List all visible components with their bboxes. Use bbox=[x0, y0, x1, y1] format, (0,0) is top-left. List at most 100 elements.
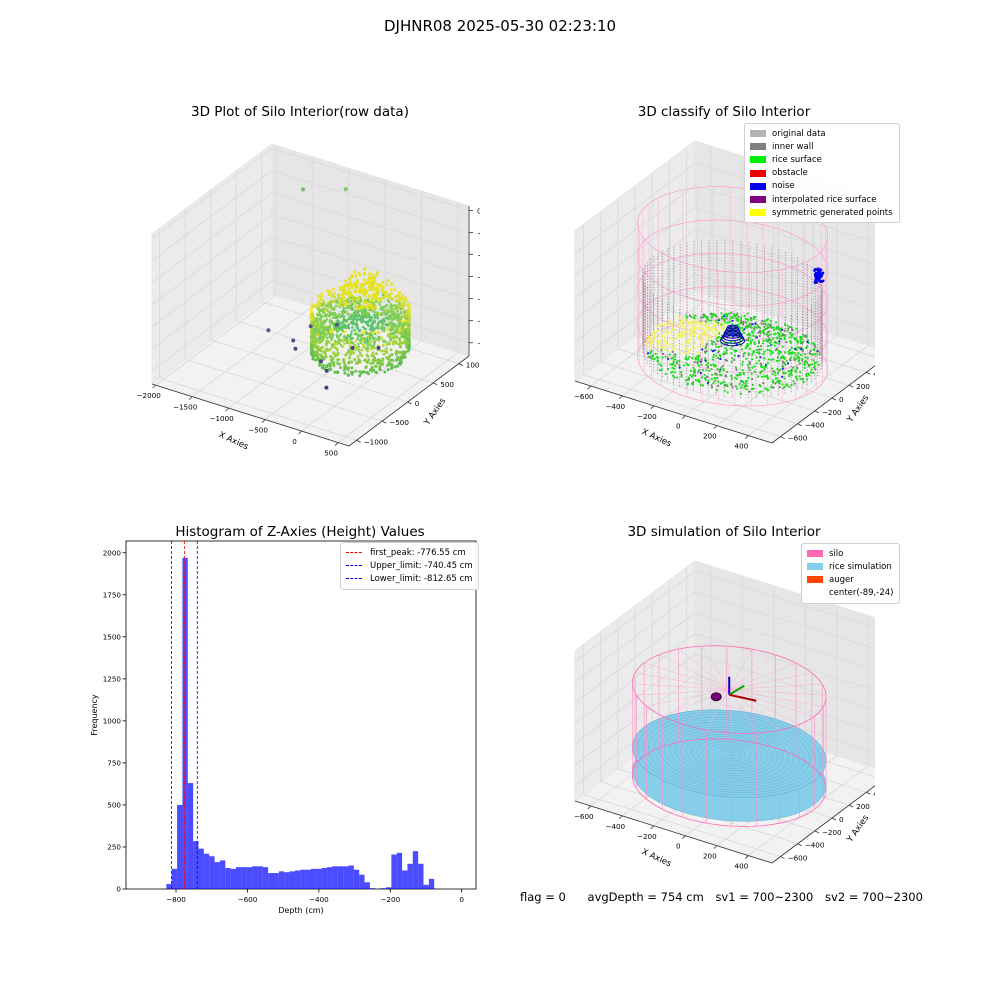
cloud-point bbox=[401, 335, 405, 339]
outlier-point bbox=[350, 345, 355, 350]
cloud-point bbox=[330, 346, 334, 349]
surface-point bbox=[750, 326, 753, 329]
y-axis-label: Y Axies bbox=[422, 396, 449, 428]
cloud-point bbox=[358, 288, 362, 291]
surface-point bbox=[746, 364, 750, 367]
surface-point bbox=[703, 373, 706, 376]
surface-point bbox=[697, 369, 701, 372]
surface-point bbox=[748, 347, 752, 350]
surface-point bbox=[796, 346, 799, 349]
surface-point bbox=[694, 379, 698, 382]
surface-point bbox=[708, 322, 711, 325]
cloud-point bbox=[396, 364, 400, 368]
surface-point bbox=[735, 377, 739, 380]
surface-point bbox=[762, 353, 765, 356]
auger-ring bbox=[726, 326, 740, 332]
surface-point bbox=[684, 318, 687, 321]
cloud-point bbox=[343, 279, 347, 283]
x-tick-label: 500 bbox=[324, 449, 338, 458]
surface-point bbox=[706, 330, 709, 333]
surface-point bbox=[798, 375, 801, 378]
x-axis-label: Depth (cm) bbox=[278, 906, 323, 915]
cloud-point bbox=[393, 365, 397, 369]
cloud-point bbox=[375, 282, 379, 286]
surface-point bbox=[784, 351, 787, 354]
surface-point bbox=[666, 349, 669, 352]
surface-point bbox=[813, 342, 816, 345]
surface-point bbox=[758, 334, 761, 338]
cloud-point bbox=[362, 301, 366, 305]
surface-point bbox=[750, 387, 754, 391]
surface-point bbox=[646, 338, 649, 341]
surface-point bbox=[657, 335, 661, 338]
cloud-point bbox=[351, 317, 355, 321]
surface-point bbox=[789, 369, 792, 372]
histogram-bar bbox=[268, 873, 274, 889]
surface-point bbox=[763, 357, 766, 360]
cloud-point bbox=[309, 336, 313, 340]
y-tick-label: 400 bbox=[873, 369, 875, 378]
cloud-point bbox=[397, 302, 401, 306]
surface-point bbox=[766, 374, 769, 377]
cloud-point bbox=[321, 304, 324, 307]
surface-point bbox=[782, 372, 785, 375]
surface-point bbox=[697, 358, 700, 361]
surface-point bbox=[658, 329, 661, 332]
cloud-point bbox=[390, 310, 393, 314]
surface-point bbox=[714, 330, 717, 333]
surface-point bbox=[795, 376, 798, 379]
surface-point bbox=[710, 339, 713, 342]
cloud-point bbox=[386, 356, 390, 360]
histogram-bar bbox=[327, 867, 333, 889]
cloud-point bbox=[407, 324, 411, 327]
cloud-point bbox=[341, 304, 345, 308]
surface-point bbox=[814, 368, 817, 371]
surface-point bbox=[689, 374, 692, 377]
surface-point bbox=[806, 357, 809, 360]
sv1-text: sv1 = 700~2300 bbox=[715, 890, 814, 904]
surface-point bbox=[806, 345, 809, 348]
cloud-point bbox=[374, 300, 378, 303]
axis-triad-x bbox=[729, 693, 757, 702]
surface-point bbox=[744, 317, 747, 321]
z-grid-line bbox=[694, 251, 875, 310]
surface-point bbox=[774, 374, 777, 377]
cloud-point bbox=[407, 333, 411, 337]
cloud-point bbox=[318, 339, 321, 342]
cloud-point bbox=[371, 351, 375, 355]
surface-point bbox=[712, 340, 715, 344]
surface-point bbox=[688, 332, 692, 335]
histogram-bar bbox=[193, 841, 199, 889]
cloud-point bbox=[396, 327, 399, 331]
outlier-point bbox=[318, 359, 323, 364]
cloud-point bbox=[366, 345, 370, 348]
cloud-point bbox=[327, 348, 330, 352]
surface-point bbox=[729, 317, 732, 320]
cloud-point bbox=[359, 341, 363, 345]
surface-point bbox=[757, 341, 761, 344]
cloud-point bbox=[329, 300, 332, 304]
cloud-point bbox=[380, 349, 384, 353]
surface-point bbox=[776, 367, 779, 371]
surface-point bbox=[812, 359, 815, 362]
surface-point bbox=[669, 331, 673, 334]
surface-point bbox=[817, 363, 820, 366]
x-tick-label: −200 bbox=[637, 832, 657, 841]
cloud-point bbox=[330, 360, 334, 364]
surface-point bbox=[742, 355, 745, 358]
figure-title: DJHNR08 2025-05-30 02:23:10 bbox=[383, 17, 617, 35]
surface-point bbox=[783, 336, 786, 339]
surface-point bbox=[705, 345, 708, 348]
x-tick-label: −600 bbox=[574, 812, 594, 821]
surface-point bbox=[803, 363, 806, 366]
surface-point bbox=[681, 332, 685, 335]
surface-point bbox=[767, 335, 770, 338]
surface-point bbox=[680, 330, 683, 333]
cloud-point bbox=[331, 316, 335, 320]
surface-point bbox=[767, 339, 771, 342]
surface-point bbox=[743, 331, 746, 334]
surface-point bbox=[670, 371, 673, 374]
cloud-point bbox=[389, 337, 393, 340]
surface-point bbox=[717, 321, 720, 324]
surface-point bbox=[791, 366, 795, 369]
